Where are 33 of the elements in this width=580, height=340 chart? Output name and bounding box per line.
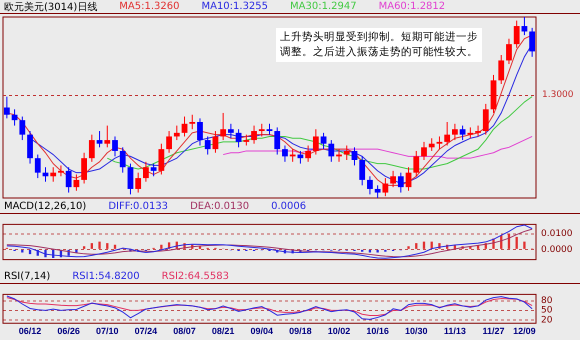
- chart-title: MACD(12,26,10): [4, 201, 86, 212]
- text: 1.3000: [542, 90, 574, 100]
- annotation: 上升势头明显受到抑制。短期可能进一步调整。之后进入振荡走势的可能性较大。: [276, 28, 482, 62]
- x-tick-label: 10/16: [366, 326, 389, 336]
- text: RSI1:54.8200: [72, 271, 140, 282]
- x-tick-label: 08/07: [173, 326, 196, 336]
- text: MA60:1.2812: [378, 1, 446, 12]
- x-tick-label: 10/02: [328, 326, 350, 336]
- x-tick-label: 09/04: [250, 326, 274, 336]
- x-tick-label: 06/12: [18, 326, 42, 336]
- y-tick-label: 20: [541, 315, 553, 326]
- y-tick-label: 0.0100: [541, 229, 573, 240]
- y-tick-label: 50: [541, 306, 553, 316]
- text: RSI2:64.5583: [162, 271, 230, 282]
- x-tick-label: 08/21: [212, 326, 234, 336]
- text: 0.0006: [271, 201, 306, 212]
- x-tick-label: 09/18: [289, 326, 312, 336]
- chart-title: 欧元美元(3014)日线: [4, 0, 98, 14]
- y-tick-label: 80: [541, 296, 553, 306]
- y-tick-label: 0.0000: [541, 244, 573, 255]
- x-tick-label: 06/26: [57, 326, 80, 336]
- x-tick-label: 12/09: [513, 326, 536, 336]
- chart-title: RSI(7,14): [4, 271, 50, 282]
- x-tick-label: 11/27: [482, 326, 505, 336]
- x-tick-label: 11/13: [444, 326, 466, 336]
- x-tick-label: 10/30: [405, 326, 428, 336]
- text: DIFF:0.0133: [108, 201, 168, 212]
- text: MA30:1.2947: [290, 1, 357, 12]
- text: MA10:1.3255: [201, 1, 268, 12]
- x-tick-label: 07/10: [96, 326, 119, 336]
- x-tick-label: 07/24: [134, 326, 158, 336]
- text: DEA:0.0130: [190, 201, 250, 212]
- text: MA5:1.3260: [119, 1, 180, 12]
